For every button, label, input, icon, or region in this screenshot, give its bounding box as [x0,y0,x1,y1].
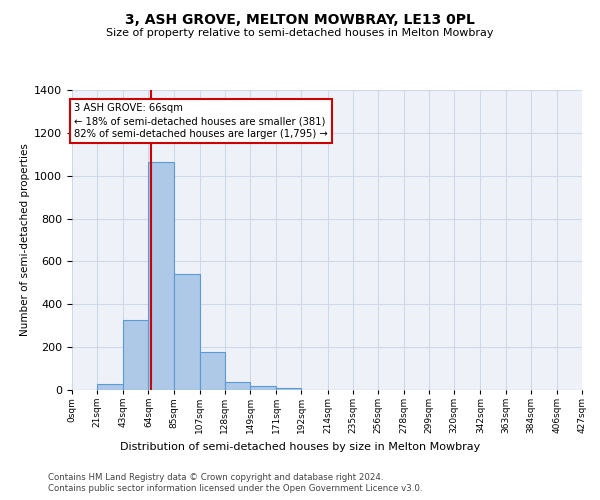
Text: Size of property relative to semi-detached houses in Melton Mowbray: Size of property relative to semi-detach… [106,28,494,38]
Text: Distribution of semi-detached houses by size in Melton Mowbray: Distribution of semi-detached houses by … [120,442,480,452]
Bar [250,386,276,390]
Bar [97,384,124,390]
Bar [200,352,225,390]
Text: 3, ASH GROVE, MELTON MOWBRAY, LE13 0PL: 3, ASH GROVE, MELTON MOWBRAY, LE13 0PL [125,12,475,26]
Bar [225,382,250,390]
Y-axis label: Number of semi-detached properties: Number of semi-detached properties [20,144,30,336]
Text: 3 ASH GROVE: 66sqm
← 18% of semi-detached houses are smaller (381)
82% of semi-d: 3 ASH GROVE: 66sqm ← 18% of semi-detache… [74,103,328,140]
Text: Contains HM Land Registry data © Crown copyright and database right 2024.: Contains HM Land Registry data © Crown c… [48,472,383,482]
Text: Contains public sector information licensed under the Open Government Licence v3: Contains public sector information licen… [48,484,422,493]
Bar [276,388,301,390]
Bar [124,320,148,390]
Bar [148,162,173,390]
Bar [173,274,200,390]
